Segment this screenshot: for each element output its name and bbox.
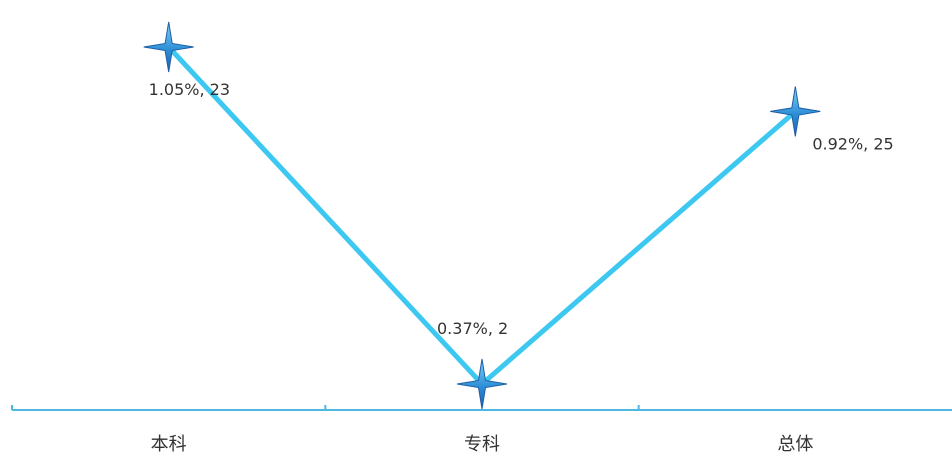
data-label: 0.92%, 25 (812, 134, 893, 153)
data-point-marker (456, 358, 508, 410)
data-point-marker (770, 86, 821, 137)
x-tick-label: 本科 (151, 434, 187, 455)
data-label: 1.05%, 23 (149, 80, 230, 99)
x-tick-label: 总体 (777, 434, 813, 455)
data-point-marker (143, 21, 194, 73)
data-label: 0.37%, 2 (437, 319, 508, 338)
x-tick-label: 专科 (464, 434, 500, 455)
